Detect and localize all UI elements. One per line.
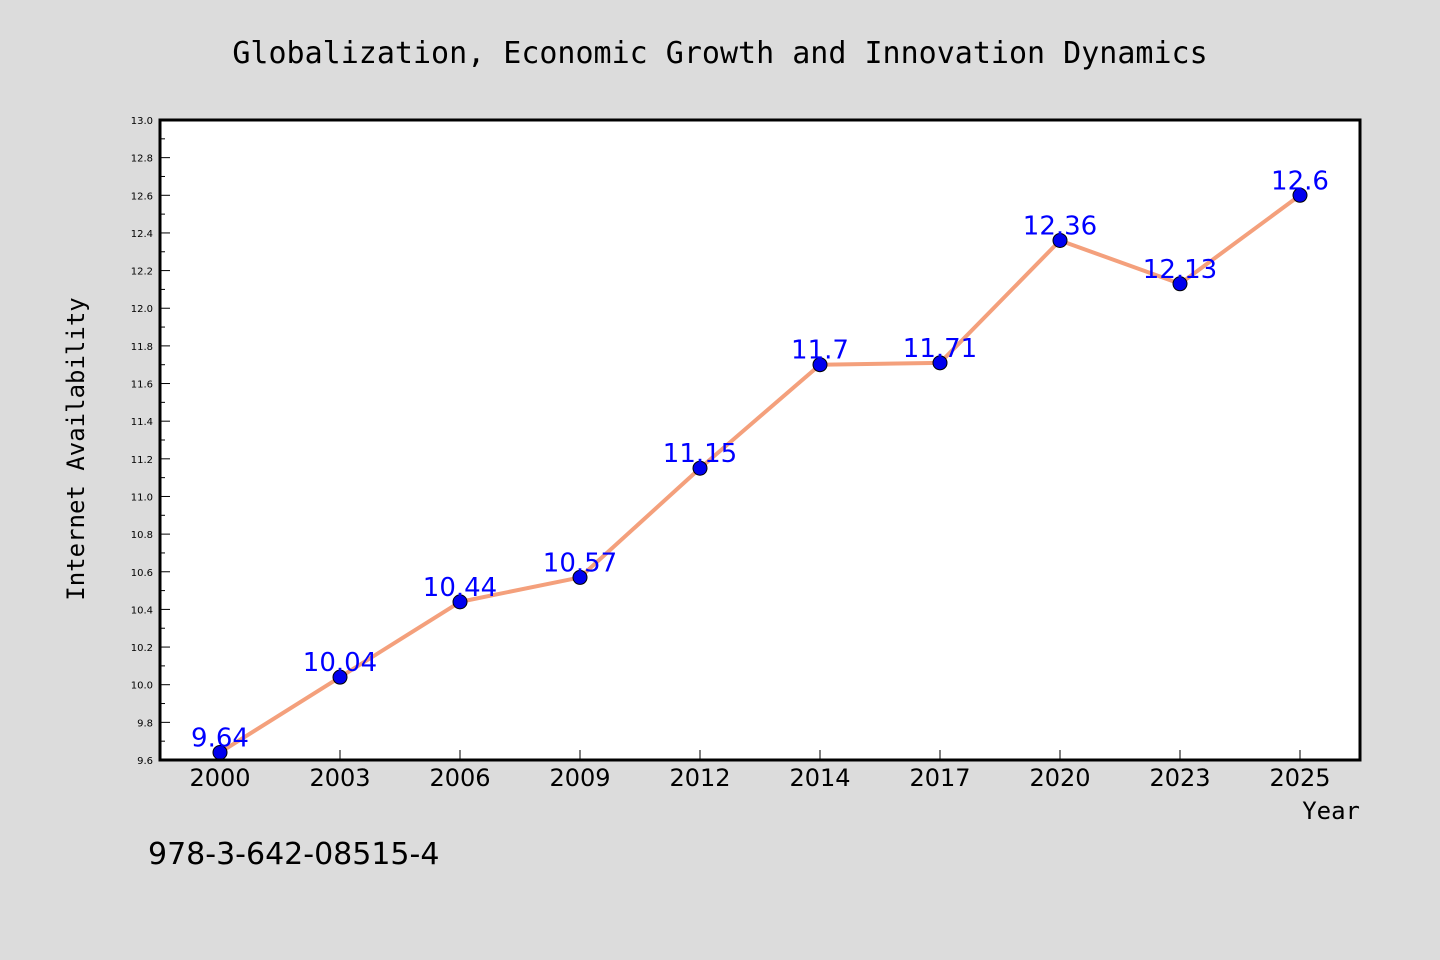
x-tick-label: 2012 [669,764,730,792]
data-label: 12.13 [1143,255,1217,285]
data-label: 11.7 [791,336,849,366]
data-point [1292,187,1308,203]
chart-title: Globalization, Economic Growth and Innov… [232,36,1207,71]
plot-area [160,120,1360,760]
y-tick-label: 10.6 [131,568,153,579]
x-tick-label: 2006 [429,764,490,792]
data-point [1172,276,1188,292]
y-tick-label: 13.0 [131,116,153,127]
y-tick-label: 11.0 [131,492,153,503]
y-tick-label: 10.8 [131,530,153,541]
series-layer: 9.64 10.04 10.44 10.57 11.15 11.7 11.71 12.36 12… [191,166,1329,760]
y-tick-label: 12.2 [131,267,153,278]
data-label: 9.64 [191,723,249,753]
x-tick-label: 2020 [1029,764,1090,792]
plot-frame [158,118,1362,762]
y-tick-label: 10.4 [131,605,153,616]
y-tick-label: 10.2 [131,643,153,654]
data-point [932,355,948,371]
data-label: 10.57 [543,548,617,578]
x-tick-label: 2025 [1269,764,1330,792]
data-label: 10.44 [423,573,497,603]
data-label: 12.6 [1271,166,1329,196]
x-tick-label: 2000 [189,764,250,792]
x-tick-label: 2017 [909,764,970,792]
y-tick-label: 12.0 [131,304,153,315]
y-tick-label: 12.6 [131,191,153,202]
data-label: 11.15 [663,439,737,469]
x-axis-label: Year [1302,797,1360,825]
data-label: 11.71 [903,334,977,364]
data-label: 10.04 [303,648,377,678]
y-tick-label: 11.4 [131,417,153,428]
series-line [218,193,1302,755]
data-point [812,357,828,373]
y-tick-label: 9.6 [137,756,153,767]
data-point [572,569,588,585]
x-tick-label: 2003 [309,764,370,792]
data-point [452,594,468,610]
footnote-isbn: 978-3-642-08515-4 [148,837,439,872]
data-point [1052,232,1068,248]
y-tick-label: 12.8 [131,154,153,165]
y-axis-label: Internet Availability [62,297,90,600]
y-tick-label: 10.0 [131,681,153,692]
data-point [332,669,348,685]
y-tick-label: 11.6 [131,380,153,391]
y-tick-label: 11.8 [131,342,153,353]
data-point [692,460,708,476]
y-tick-label: 9.8 [137,718,153,729]
x-tick-label: 2009 [549,764,610,792]
x-tick-label: 2014 [789,764,850,792]
y-tick-label: 12.4 [131,229,153,240]
data-label: 12.36 [1023,211,1097,241]
y-tick-label: 11.2 [131,455,153,466]
axis-ticks: 9.6 9.8 10.0 10.2 10.4 10.6 10.8 11.0 11.2 11.4 11… [131,116,1331,792]
x-tick-label: 2023 [1149,764,1210,792]
